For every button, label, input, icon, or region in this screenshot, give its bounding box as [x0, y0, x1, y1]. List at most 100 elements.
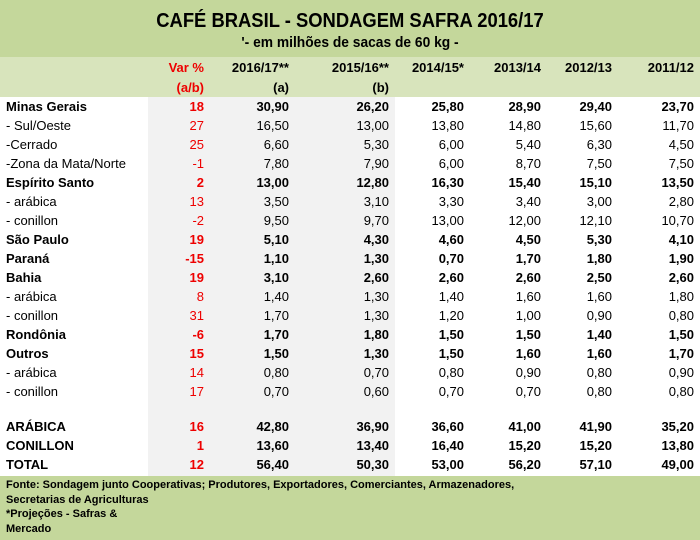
value-cell: 1,40	[586, 327, 612, 342]
value-cell: 15,20	[579, 438, 612, 453]
footer-source-cont: Secretarias de Agriculturas	[6, 493, 149, 506]
var-percent: 1	[196, 438, 204, 453]
value-cell: 7,50	[586, 156, 612, 171]
table-row: Espírito Santo 2 13,00 12,80 16,30 15,40 15,10…	[0, 173, 700, 192]
table-row: Bahia 19 3,10 2,60 2,60 2,60 2,50 2,60	[0, 268, 700, 287]
value-cell: 1,40	[438, 289, 464, 304]
value-cell: 3,10	[263, 270, 289, 285]
value-cell: 36,90	[356, 419, 389, 434]
value-cell: 0,90	[515, 365, 541, 380]
region-label: Paraná	[6, 251, 50, 266]
header-2015-16: 2015/16**	[295, 57, 395, 77]
value-cell: 16,30	[431, 175, 464, 190]
value-cell: 6,30	[586, 137, 612, 152]
region-label: Outros	[6, 346, 49, 361]
table-row: - conillon 31 1,70 1,30 1,20 1,00 0,90 0,80	[0, 306, 700, 325]
value-cell: 0,80	[586, 365, 612, 380]
value-cell: 9,70	[363, 213, 389, 228]
value-cell: 15,60	[579, 118, 612, 133]
value-cell: 13,00	[256, 175, 289, 190]
value-cell: 1,30	[363, 346, 389, 361]
region-label: CONILLON	[6, 438, 74, 453]
value-cell: 6,60	[263, 137, 289, 152]
region-label: Rondônia	[6, 327, 66, 342]
var-percent: -2	[192, 213, 204, 228]
value-cell: 0,80	[263, 365, 289, 380]
table-row: - arábica 14 0,80 0,70 0,80 0,90 0,80 0,90	[0, 363, 700, 382]
table-row: ARÁBICA 16 42,80 36,90 36,60 41,00 41,90 35,20	[0, 417, 700, 436]
value-cell: 0,80	[586, 384, 612, 399]
value-cell: 26,20	[356, 99, 389, 114]
value-cell: 1,70	[263, 308, 289, 323]
value-cell: 0,80	[438, 365, 464, 380]
value-cell: 0,80	[668, 384, 694, 399]
var-percent: 12	[189, 457, 204, 472]
value-cell: 1,70	[263, 327, 289, 342]
value-cell: 0,70	[363, 365, 389, 380]
value-cell: 29,40	[579, 99, 612, 114]
region-label: - conillon	[6, 384, 59, 399]
value-cell: 1,60	[586, 289, 612, 304]
value-cell: 0,70	[438, 251, 464, 266]
value-cell: 5,40	[515, 137, 541, 152]
region-label: - Sul/Oeste	[6, 118, 72, 133]
value-cell: 1,40	[263, 289, 289, 304]
value-cell: 5,30	[363, 137, 389, 152]
header-row: Var % 2016/17** 2015/16** 2014/15* 2013/…	[0, 57, 700, 77]
value-cell: 13,60	[256, 438, 289, 453]
value-cell: 2,60	[515, 270, 541, 285]
value-cell: 0,70	[263, 384, 289, 399]
value-cell: 56,40	[256, 457, 289, 472]
region-label: Espírito Santo	[6, 175, 95, 190]
value-cell: 14,80	[508, 118, 541, 133]
value-cell: 1,10	[263, 251, 289, 266]
value-cell: 56,20	[508, 457, 541, 472]
var-percent: 19	[189, 232, 204, 247]
header-2014-15: 2014/15*	[395, 57, 470, 77]
spacer-row	[0, 401, 700, 417]
value-cell: 15,10	[579, 175, 612, 190]
value-cell: 28,90	[508, 99, 541, 114]
table-row: -Cerrado 25 6,60 5,30 6,00 5,40 6,30 4,50	[0, 135, 700, 154]
region-label: ARÁBICA	[6, 419, 66, 434]
value-cell: 49,00	[661, 457, 694, 472]
value-cell: 1,80	[363, 327, 389, 342]
harvest-table: Var % 2016/17** 2015/16** 2014/15* 2013/…	[0, 57, 700, 474]
value-cell: 1,30	[363, 251, 389, 266]
value-cell: 5,10	[263, 232, 289, 247]
footer-source: Fonte: Sondagem junto Cooperativas; Prod…	[6, 479, 515, 491]
value-cell: 15,40	[508, 175, 541, 190]
table-row: Paraná -15 1,10 1,30 0,70 1,70 1,80 1,90	[0, 249, 700, 268]
region-label: -Cerrado	[6, 137, 58, 152]
value-cell: 1,50	[515, 327, 541, 342]
value-cell: 12,80	[356, 175, 389, 190]
table-row: - Sul/Oeste 27 16,50 13,00 13,80 14,80 15,60 11…	[0, 116, 700, 135]
value-cell: 11,70	[662, 118, 694, 133]
table-row: Minas Gerais 18 30,90 26,20 25,80 28,90 29,40 2…	[0, 97, 700, 116]
footer-notes: Fonte: Sondagem junto Cooperativas; Prod…	[0, 476, 700, 540]
value-cell: 8,70	[515, 156, 541, 171]
var-percent: 25	[189, 137, 204, 152]
var-percent: 31	[189, 308, 204, 323]
value-cell: 7,50	[668, 156, 694, 171]
value-cell: 1,90	[668, 251, 694, 266]
value-cell: 12,10	[579, 213, 612, 228]
header-2013-14: 2013/14	[470, 57, 547, 77]
value-cell: 6,00	[438, 137, 464, 152]
table-row: Rondônia -6 1,70 1,80 1,50 1,50 1,40 1,50	[0, 325, 700, 344]
var-percent: 19	[189, 270, 204, 285]
var-percent: 18	[189, 99, 204, 114]
table-row: TOTAL 12 56,40 50,30 53,00 56,20 57,10 49,00	[0, 455, 700, 474]
var-percent: -1	[192, 156, 204, 171]
value-cell: 16,50	[256, 118, 289, 133]
value-cell: 1,50	[438, 327, 464, 342]
value-cell: 1,60	[586, 346, 612, 361]
value-cell: 3,40	[515, 194, 541, 209]
value-cell: 1,70	[515, 251, 541, 266]
value-cell: 10,70	[661, 213, 694, 228]
var-percent: 8	[196, 289, 204, 304]
value-cell: 2,60	[438, 270, 464, 285]
table-row: - conillon 17 0,70 0,60 0,70 0,70 0,80 0,80	[0, 382, 700, 401]
region-label: - arábica	[6, 194, 57, 209]
var-percent: -6	[192, 327, 204, 342]
